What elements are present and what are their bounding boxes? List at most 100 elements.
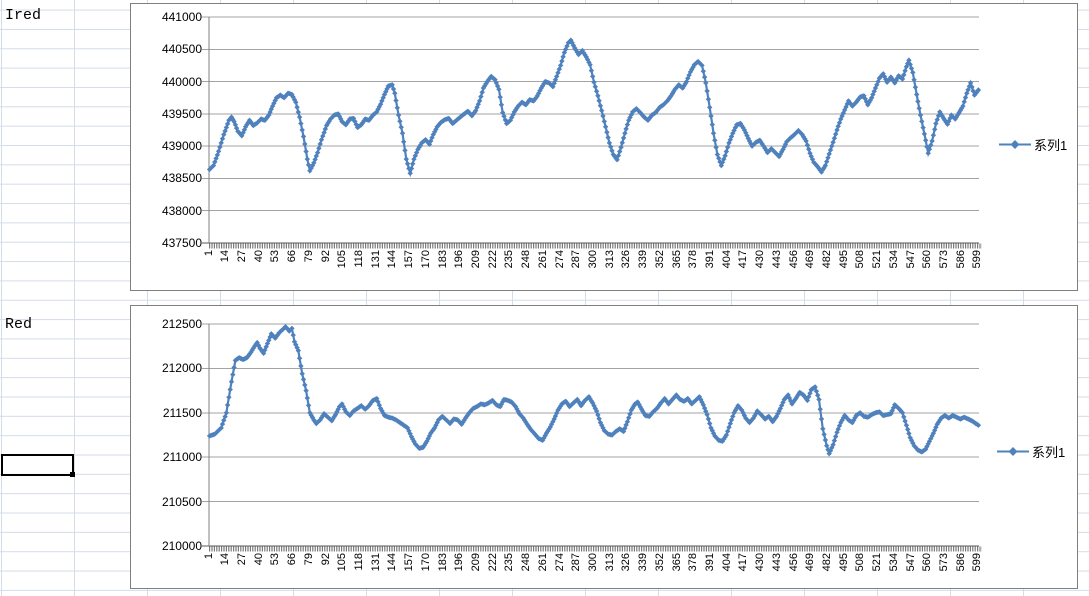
- series-markers[interactable]: [206, 37, 982, 177]
- y-axis-tick-label: 440500: [161, 42, 202, 57]
- x-axis-tick-label: 170: [419, 553, 432, 572]
- y-axis-tick-label: 437500: [161, 236, 202, 250]
- series-line[interactable]: [208, 38, 980, 178]
- x-axis-tick-label: 456: [787, 250, 800, 269]
- x-axis-tick-label: 40: [252, 250, 265, 263]
- selected-cell[interactable]: [1, 454, 75, 477]
- x-axis-tick-label: 235: [503, 250, 516, 269]
- x-axis-tick-label: 300: [587, 250, 599, 269]
- x-axis-tick-label: 40: [252, 553, 265, 566]
- x-axis-tick-label: 508: [854, 250, 867, 269]
- y-axis-tick-label: 211000: [162, 450, 202, 465]
- x-axis-tick-label: 469: [804, 553, 817, 572]
- red-plot-area: [202, 323, 982, 552]
- y-axis-tick-label: 212500: [161, 317, 202, 331]
- x-axis-tick-label: 183: [436, 553, 449, 572]
- x-axis-tick-label: 209: [470, 250, 483, 269]
- y-axis-tick-label: 212000: [161, 361, 202, 376]
- x-axis-tick-label: 27: [236, 553, 249, 566]
- x-axis-tick-label: 92: [319, 553, 332, 566]
- x-axis-tick-label: 157: [403, 553, 416, 572]
- x-axis-tick-label: 53: [269, 553, 282, 566]
- x-axis-tick-label: 417: [737, 250, 750, 269]
- y-axis-tick-label: 438500: [161, 171, 202, 186]
- x-axis-tick-label: 118: [353, 553, 366, 571]
- y-axis-tick-label: 211500: [162, 405, 202, 420]
- x-axis-tick-label: 144: [386, 250, 399, 269]
- x-axis-tick-label: 495: [837, 553, 850, 572]
- x-axis-tick-label: 131: [369, 250, 382, 269]
- x-axis-tick-label: 196: [453, 250, 466, 269]
- x-axis-tick-label: 417: [737, 553, 750, 572]
- chart-ired[interactable]: 441000 440500 440000 439500 439000 438500 4380…: [130, 3, 1078, 291]
- fill-handle[interactable]: [70, 472, 75, 477]
- legend[interactable]: 系列1: [999, 135, 1067, 154]
- x-axis-tick-label: 313: [603, 250, 616, 269]
- x-axis-tick-label: 404: [720, 553, 733, 572]
- y-axis-tick-label: 210500: [161, 494, 202, 509]
- x-axis-tick-label: 482: [820, 553, 833, 572]
- x-axis-tick-label: 573: [937, 553, 950, 572]
- x-axis-tick-label: 482: [820, 250, 833, 269]
- x-axis-tick-label: 573: [937, 250, 950, 269]
- x-axis-tick-label: 300: [587, 553, 599, 572]
- x-axis-tick-label: 352: [653, 553, 666, 572]
- x-axis-tick-label: 521: [871, 250, 884, 269]
- legend-marker-icon: [999, 140, 1031, 149]
- x-axis-tick-label: 14: [219, 553, 232, 566]
- x-axis-tick-label: 326: [620, 250, 633, 269]
- x-axis-tick-label: 287: [570, 553, 583, 572]
- x-axis-tick-label: 534: [887, 250, 900, 269]
- x-axis-tick-label: 404: [720, 250, 733, 269]
- x-axis-tick-label: 144: [386, 553, 399, 572]
- x-axis-tick-label: 586: [954, 553, 967, 572]
- x-axis-tick-label: 586: [954, 250, 967, 269]
- x-axis-tick-label: 66: [286, 553, 299, 566]
- x-axis-tick-label: 287: [570, 250, 583, 269]
- x-axis-tick-label: 560: [921, 553, 934, 572]
- ired-plot-area: [202, 16, 982, 249]
- x-axis-tick-label: 170: [419, 250, 432, 269]
- x-axis-tick-label: 209: [470, 553, 483, 572]
- x-axis-tick-label: 131: [369, 553, 382, 572]
- cell-red-label[interactable]: Red: [5, 316, 33, 333]
- series-markers[interactable]: [206, 324, 982, 457]
- legend-series-label: 系列1: [1032, 445, 1066, 460]
- x-axis-tick-label: 391: [703, 553, 716, 572]
- x-axis-tick-label: 105: [336, 553, 349, 572]
- y-axis-tick-label: 438000: [161, 203, 202, 218]
- x-axis-tick-label: 456: [787, 553, 800, 572]
- x-axis-tick-label: 365: [670, 553, 683, 572]
- series-line[interactable]: [209, 325, 980, 457]
- y-axis-tick-label: 439500: [161, 106, 202, 121]
- x-axis-tick-label: 495: [837, 250, 850, 269]
- x-axis-tick-label: 157: [403, 250, 416, 269]
- x-axis-tick-label: 352: [653, 250, 666, 269]
- x-axis-tick-label: 378: [687, 250, 700, 269]
- y-axis-tick-label: 439000: [161, 139, 202, 154]
- x-axis-tick-label: 222: [486, 250, 499, 269]
- cell-ired-label[interactable]: Ired: [5, 7, 42, 24]
- x-axis-tick-label: 534: [887, 553, 900, 572]
- y-axis-tick-label: 441000: [161, 10, 202, 24]
- x-axis-tick-label: 339: [637, 250, 650, 269]
- x-axis-tick-label: 1: [202, 553, 215, 560]
- x-axis-tick-label: 79: [302, 250, 315, 263]
- x-axis-tick-label: 183: [436, 250, 449, 269]
- x-axis-tick-label: 547: [904, 553, 917, 572]
- chart-red[interactable]: 212500 212000 211500 211000 210500 210000 1 14 2…: [130, 305, 1078, 589]
- x-axis-tick-label: 92: [319, 250, 332, 263]
- x-axis-tick-label: 430: [754, 553, 767, 572]
- x-axis-tick-label: 599: [971, 250, 984, 269]
- x-axis-tick-label: 248: [520, 553, 533, 572]
- x-axis-tick-label: 599: [971, 553, 984, 572]
- y-axis-tick-label: 210000: [161, 539, 202, 553]
- x-axis-tick-label: 443: [770, 250, 783, 269]
- x-axis-tick-label: 443: [770, 553, 783, 572]
- x-axis-tick-label: 261: [536, 553, 549, 572]
- y-axis-tick-label: 440000: [161, 74, 202, 89]
- x-axis-tick-label: 261: [536, 250, 549, 269]
- legend[interactable]: 系列1: [997, 442, 1065, 461]
- x-axis-tick-label: 79: [302, 553, 315, 566]
- x-axis-tick-label: 66: [286, 250, 299, 263]
